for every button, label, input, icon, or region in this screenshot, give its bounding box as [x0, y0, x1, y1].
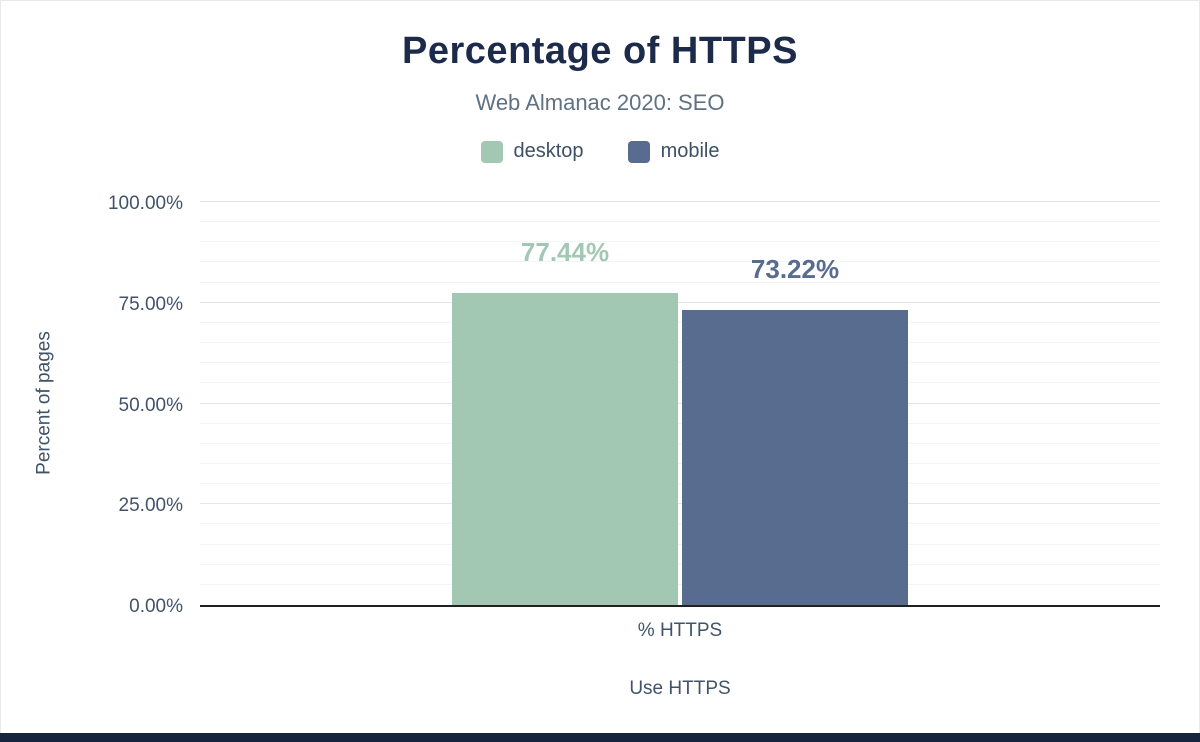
gridline [200, 462, 1160, 464]
y-tick-label: 50.00% [118, 394, 183, 416]
gridline [200, 382, 1160, 384]
gridline [200, 261, 1160, 263]
gridline [200, 301, 1160, 303]
y-tick-label: 75.00% [118, 293, 183, 315]
chart-title: Percentage of HTTPS [402, 30, 798, 72]
x-tick-label: % HTTPS [637, 620, 723, 641]
gridline [200, 342, 1160, 344]
gridline [200, 563, 1160, 565]
y-tick-label: 25.00% [118, 495, 183, 517]
plot-area: 77.44% 73.22% [200, 201, 1160, 607]
bar-mobile [682, 309, 908, 605]
y-tick-label: 100.00% [107, 193, 183, 214]
bar-desktop [452, 292, 678, 605]
gridline [200, 201, 1160, 202]
legend-label-mobile: mobile [660, 140, 720, 162]
legend: desktop mobile [0, 140, 1200, 163]
legend-item-mobile: mobile [627, 140, 720, 163]
gridline [200, 442, 1160, 444]
gridline [200, 221, 1160, 223]
gridline [200, 321, 1160, 323]
bar-value-label-mobile: 73.22% [750, 253, 840, 284]
gridline [200, 362, 1160, 364]
bar-value-label-desktop: 77.44% [520, 236, 610, 267]
legend-swatch-desktop [480, 140, 503, 163]
legend-label-desktop: desktop [513, 140, 584, 162]
y-tick-label: 0.00% [129, 596, 183, 617]
footer-bar [0, 733, 1200, 742]
gridline [200, 422, 1160, 424]
chart-subtitle: Web Almanac 2020: SEO [475, 90, 725, 115]
y-axis-ticks: 100.00% 75.00% 50.00% 25.00% 0.00% [0, 194, 183, 617]
gridline [200, 483, 1160, 485]
gridline [200, 503, 1160, 505]
gridline [200, 523, 1160, 525]
gridline [200, 281, 1160, 283]
gridline [200, 402, 1160, 404]
legend-swatch-mobile [627, 140, 650, 163]
gridline [200, 241, 1160, 243]
gridline [200, 543, 1160, 545]
legend-item-desktop: desktop [480, 140, 584, 163]
x-axis-title: Use HTTPS [629, 678, 731, 699]
gridline [200, 583, 1160, 585]
